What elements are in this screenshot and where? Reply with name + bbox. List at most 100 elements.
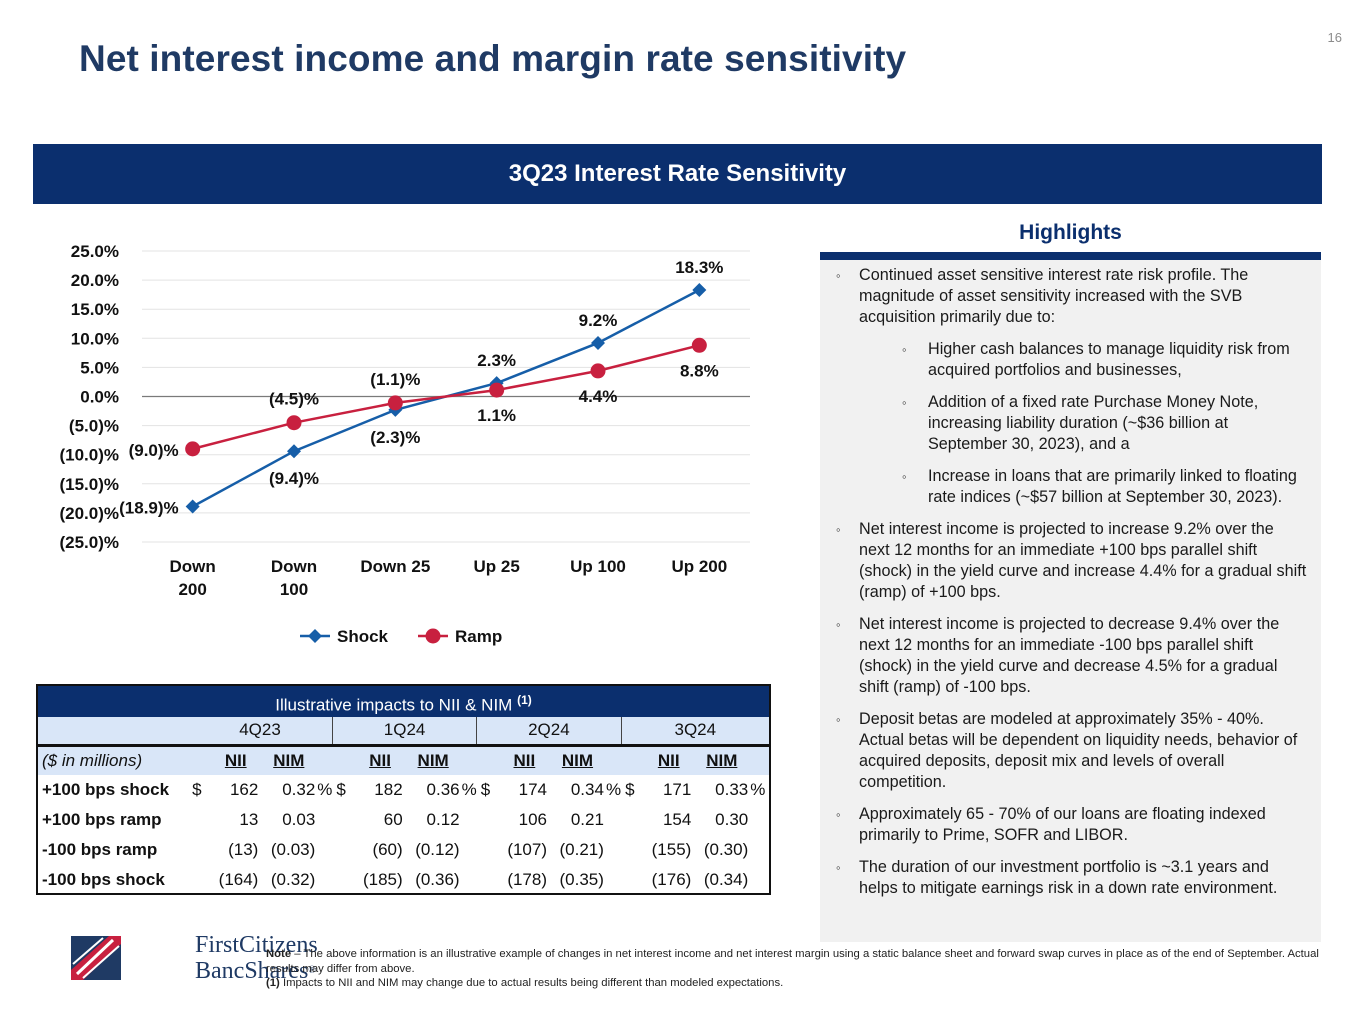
cell-nii: 60 xyxy=(383,810,403,829)
cell-nim: 0.30 xyxy=(715,810,749,829)
footnote-text: Impacts to NII and NIM may change due to… xyxy=(279,977,784,990)
data-label-ramp: 8.8% xyxy=(680,361,719,380)
cell-nim: 0.36 xyxy=(426,780,460,799)
data-label-shock: (2.3)% xyxy=(370,428,420,447)
rate-sensitivity-chart: 25.0% 20.0% 15.0% 10.0% 5.0% 0.0% (5.0)% (10.0)… xyxy=(59,242,750,646)
cell-nim: (0.12) xyxy=(415,840,460,859)
nii-nim-table: Illustrative impacts to NII & NIM (1) 4Q… xyxy=(36,684,771,895)
data-point-ramp xyxy=(387,395,403,411)
bullet-icon: ◦ xyxy=(902,469,907,484)
x-tick-label: 200 xyxy=(178,580,206,599)
highlight-text: Continued asset sensitive interest rate … xyxy=(859,266,1249,326)
legend-label-ramp: Ramp xyxy=(455,627,502,646)
cell-nii: (107) xyxy=(507,840,547,859)
column-header-row: ($ in millions) NII NIM NII NIM NII NIM NII… xyxy=(38,745,769,775)
highlight-subitem: ◦ Higher cash balances to manage liquidit… xyxy=(820,339,1321,381)
cell-nim: (0.21) xyxy=(559,840,604,859)
col-nim: NIM xyxy=(260,745,318,775)
cell-nim: 0.03 xyxy=(282,810,316,829)
bullet-icon: ◦ xyxy=(836,807,841,822)
y-tick-label: 10.0% xyxy=(71,329,119,348)
table-row: -100 bps ramp (13) (0.03) (60) (0.12) (107… xyxy=(38,835,769,865)
footnote: Note – The above information is an illus… xyxy=(266,947,1336,991)
units-label: ($ in millions) xyxy=(38,745,189,775)
data-label-ramp: (4.5)% xyxy=(269,390,319,409)
y-tick-label: (20.0)% xyxy=(59,504,119,523)
col-nii: NII xyxy=(499,745,549,775)
quarter-header-row: 4Q23 1Q24 2Q24 3Q24 xyxy=(38,717,769,745)
cell-nim: 0.33 xyxy=(715,780,749,799)
row-label: -100 bps ramp xyxy=(42,840,158,859)
data-label-shock: 9.2% xyxy=(579,311,618,330)
x-tick-label: Up 100 xyxy=(570,557,626,576)
highlight-item: ◦ Net interest income is projected to dec… xyxy=(820,614,1321,698)
row-label: +100 bps shock xyxy=(42,780,170,799)
highlight-text: Net interest income is projected to decr… xyxy=(859,615,1280,696)
percent-sign: % xyxy=(605,780,622,799)
percent-sign: % xyxy=(461,780,477,799)
page-title: Net interest income and margin rate sens… xyxy=(79,38,907,79)
y-tick-label: 20.0% xyxy=(71,271,119,290)
cell-nim: 0.32 xyxy=(282,780,316,799)
cell-nii: (178) xyxy=(507,870,547,889)
highlight-item: ◦ Continued asset sensitive interest rate… xyxy=(820,265,1321,328)
y-tick-label: 5.0% xyxy=(80,358,119,377)
data-point-shock xyxy=(692,282,707,297)
page-number: 16 xyxy=(1327,30,1342,45)
highlight-text: Higher cash balances to manage liquidity… xyxy=(928,340,1290,379)
col-nim: NIM xyxy=(404,745,462,775)
table-row: +100 bps ramp 13 0.03 60 0.12 106 0.21 154 0… xyxy=(38,805,769,835)
data-label-ramp: 4.4% xyxy=(579,387,618,406)
highlight-text: Addition of a fixed rate Purchase Money … xyxy=(928,393,1259,453)
data-point-ramp xyxy=(590,363,606,379)
data-label-shock: (18.9)% xyxy=(119,498,179,517)
cell-nim: (0.36) xyxy=(415,870,460,889)
x-tick-label: Up 200 xyxy=(671,557,727,576)
y-tick-label: (15.0)% xyxy=(59,475,119,494)
data-label-shock: (9.4)% xyxy=(269,469,319,488)
col-nii: NII xyxy=(355,745,405,775)
bullet-icon: ◦ xyxy=(902,395,907,410)
cell-nim: (0.30) xyxy=(703,840,749,859)
bullet-icon: ◦ xyxy=(836,522,841,537)
logo-name-line2: BancShares® xyxy=(195,958,316,984)
highlights-title: Highlights xyxy=(1019,221,1122,244)
cell-nii: (155) xyxy=(651,840,692,859)
x-tick-label: Down xyxy=(271,557,317,576)
cell-nii: (164) xyxy=(218,870,259,889)
y-tick-label: (25.0)% xyxy=(59,533,119,552)
cell-nii: (13) xyxy=(228,840,259,859)
data-point-shock xyxy=(591,335,605,350)
quarter-header: 3Q24 xyxy=(620,717,769,745)
highlight-subitem: ◦ Addition of a fixed rate Purchase Money… xyxy=(820,392,1321,455)
x-tick-label: Down xyxy=(170,557,216,576)
cell-nii: 174 xyxy=(518,780,547,799)
highlights-divider xyxy=(820,252,1321,260)
bullet-icon: ◦ xyxy=(836,712,841,727)
dollar-sign: $ xyxy=(480,780,491,799)
note-lead: Note xyxy=(266,948,292,960)
highlight-item: ◦ The duration of our investment portfoli… xyxy=(820,857,1321,899)
footnote-marker: (1) xyxy=(517,693,532,707)
bullet-icon: ◦ xyxy=(836,617,841,632)
note-text: – The above information is an illustrati… xyxy=(266,948,1319,975)
cell-nii: 154 xyxy=(662,810,692,829)
company-logo: FirstCitizens BancShares® xyxy=(69,930,318,988)
dollar-sign: $ xyxy=(192,780,202,799)
footnote-marker: (1) xyxy=(266,977,280,990)
bullet-icon: ◦ xyxy=(836,268,841,283)
cell-nii: 182 xyxy=(374,780,403,799)
highlight-text: Increase in loans that are primarily lin… xyxy=(928,467,1297,506)
table-row: +100 bps shock $162 0.32% $182 0.36% $174 0… xyxy=(38,775,769,805)
cell-nii: 171 xyxy=(662,780,692,799)
quarter-header: 2Q24 xyxy=(476,717,622,745)
cell-nii: 106 xyxy=(518,810,547,829)
legend-marker-shock xyxy=(308,629,322,643)
quarter-header: 4Q23 xyxy=(188,717,333,745)
logo-name-line1: FirstCitizens xyxy=(195,932,318,958)
col-nii: NII xyxy=(211,745,261,775)
highlight-text: Deposit betas are modeled at approximate… xyxy=(859,710,1298,791)
cell-nim: 0.21 xyxy=(570,810,604,829)
y-tick-label: 25.0% xyxy=(71,242,119,261)
x-tick-label: Down 25 xyxy=(360,557,430,576)
